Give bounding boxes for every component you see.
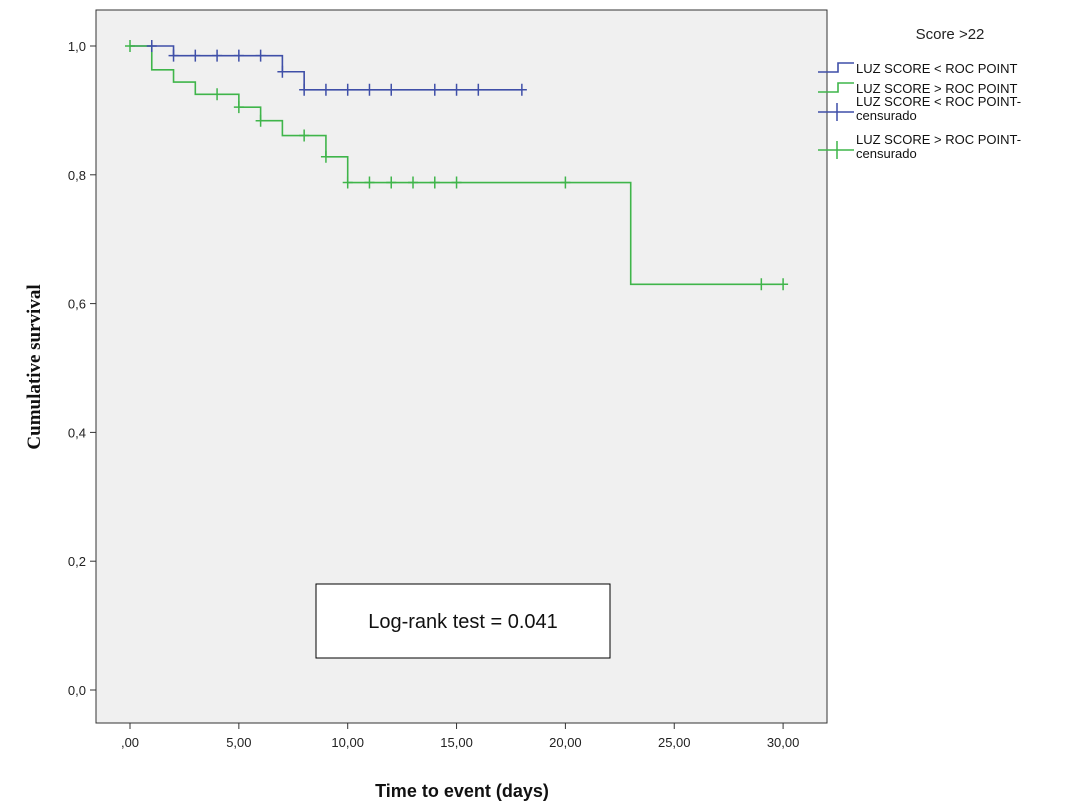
censor-mark	[125, 40, 135, 52]
x-tick-label: 5,00	[226, 735, 251, 750]
legend-label: censurado	[856, 108, 917, 123]
censor-mark	[778, 278, 789, 291]
censor-mark	[342, 176, 353, 189]
censor-mark	[299, 83, 310, 96]
censor-mark	[320, 150, 331, 163]
x-tick-label: 10,00	[331, 735, 364, 750]
censor-mark	[408, 176, 419, 189]
legend-label: censurado	[856, 146, 917, 161]
y-axis-label: Cumulative survival	[24, 284, 45, 449]
censor-mark	[451, 83, 462, 96]
legend-label: LUZ SCORE < ROC POINT	[856, 61, 1017, 76]
x-tick-label: ,00	[121, 735, 139, 750]
legend: Score >22 LUZ SCORE < ROC POINT LUZ SCORE…	[818, 26, 1021, 161]
censor-mark	[451, 176, 462, 189]
censor-mark	[342, 83, 353, 96]
censor-mark	[190, 49, 201, 62]
legend-swatch-step	[818, 62, 854, 73]
censor-mark	[386, 176, 397, 189]
censor-mark	[146, 40, 157, 52]
legend-label: LUZ SCORE > ROC POINT-	[856, 132, 1021, 147]
axis-ticks: 0,0 0,2 0,4 0,6 0,8 1,0 ,00 5,00 10,00 15,00 20,00…	[68, 39, 799, 750]
censor-mark	[516, 83, 527, 96]
censor-mark	[320, 83, 331, 96]
censor-marks	[125, 40, 789, 291]
censor-mark	[299, 129, 310, 142]
censor-mark	[233, 49, 244, 62]
censor-mark	[386, 83, 397, 96]
legend-title: Score >22	[916, 26, 985, 43]
y-tick-label: 0,4	[68, 425, 86, 440]
log-rank-annotation: Log-rank test = 0.041	[368, 611, 558, 633]
censor-mark	[255, 49, 266, 62]
censor-mark	[756, 278, 767, 291]
y-tick-label: 0,6	[68, 297, 86, 312]
legend-swatch-step	[818, 82, 854, 93]
y-tick-label: 0,2	[68, 554, 86, 569]
y-tick-label: 0,0	[68, 683, 86, 698]
y-tick-label: 1,0	[68, 39, 86, 54]
censor-mark	[473, 83, 484, 96]
censor-mark	[277, 65, 288, 78]
censor-mark	[560, 176, 571, 189]
legend-label: LUZ SCORE > ROC POINT	[856, 81, 1017, 96]
annotation-box: Log-rank test = 0.041	[315, 583, 611, 659]
censor-mark	[364, 83, 375, 96]
censor-mark	[168, 49, 179, 62]
censor-mark	[212, 49, 223, 62]
x-tick-label: 25,00	[658, 735, 691, 750]
x-axis-label: Time to event (days)	[375, 781, 549, 801]
legend-label: LUZ SCORE < ROC POINT-	[856, 94, 1021, 109]
censor-mark	[364, 176, 375, 189]
censor-mark	[255, 114, 266, 127]
x-tick-label: 15,00	[440, 735, 473, 750]
legend-swatch-censor	[818, 141, 854, 159]
y-tick-label: 0,8	[68, 168, 86, 183]
censor-mark	[429, 176, 440, 189]
censor-mark	[429, 83, 440, 96]
censor-mark	[212, 88, 223, 101]
legend-swatch-censor	[818, 103, 854, 121]
x-tick-label: 20,00	[549, 735, 582, 750]
x-tick-label: 30,00	[767, 735, 800, 750]
censor-mark	[233, 101, 244, 114]
